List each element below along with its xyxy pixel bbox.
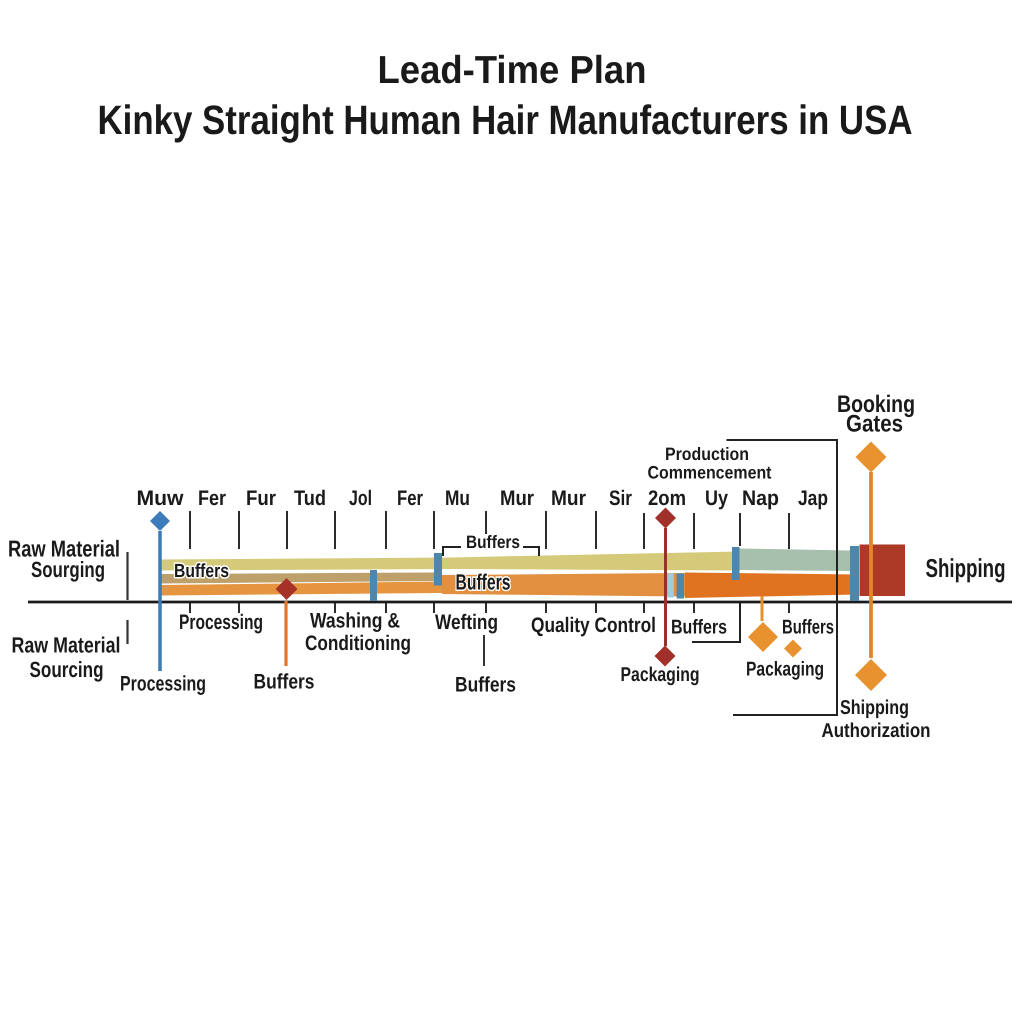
svg-text:Nap: Nap <box>742 487 779 510</box>
svg-text:Muw: Muw <box>137 487 185 510</box>
svg-text:Fer: Fer <box>397 487 423 510</box>
svg-text:Shipping: Shipping <box>840 697 909 719</box>
svg-text:Mu: Mu <box>445 487 470 510</box>
svg-text:Tud: Tud <box>294 487 326 510</box>
svg-text:Gates: Gates <box>846 411 903 438</box>
svg-text:Processing: Processing <box>179 611 263 634</box>
svg-text:Processing: Processing <box>120 673 206 696</box>
svg-text:Buffers: Buffers <box>254 671 315 694</box>
svg-text:Raw Material: Raw Material <box>8 536 120 562</box>
svg-text:Sourging: Sourging <box>31 557 105 582</box>
svg-text:Quality Control: Quality Control <box>531 614 656 637</box>
svg-text:Buffers: Buffers <box>782 617 834 639</box>
svg-text:Mur: Mur <box>551 487 586 510</box>
svg-text:Buffers: Buffers <box>455 674 516 697</box>
svg-text:Fur: Fur <box>246 487 276 510</box>
svg-text:Booking: Booking <box>837 391 915 418</box>
svg-text:Shipping: Shipping <box>926 553 1006 583</box>
svg-text:Kinky Straight Human Hair Manu: Kinky Straight Human Hair Manufacturers … <box>98 97 913 143</box>
svg-text:Sourcing: Sourcing <box>30 657 104 682</box>
svg-text:Buffers: Buffers <box>456 570 511 595</box>
svg-text:Packaging: Packaging <box>746 659 824 681</box>
svg-text:Uy: Uy <box>705 487 728 510</box>
svg-text:Authorization: Authorization <box>822 720 931 742</box>
svg-text:Buffers: Buffers <box>466 532 520 552</box>
svg-text:Buffers: Buffers <box>174 561 229 582</box>
svg-text:Jap: Jap <box>798 487 828 510</box>
svg-text:Production: Production <box>665 444 749 464</box>
svg-text:Jol: Jol <box>349 487 372 510</box>
svg-text:Mur: Mur <box>500 487 534 510</box>
svg-text:Wefting: Wefting <box>435 611 498 634</box>
svg-text:Raw Material: Raw Material <box>12 633 121 658</box>
svg-text:Fer: Fer <box>198 487 226 510</box>
svg-text:Conditioning: Conditioning <box>305 632 411 655</box>
svg-text:Packaging: Packaging <box>621 664 700 686</box>
svg-text:Lead-Time Plan: Lead-Time Plan <box>378 49 647 92</box>
svg-text:Washing &: Washing & <box>310 610 400 633</box>
svg-text:Buffers: Buffers <box>671 617 727 639</box>
svg-text:2om: 2om <box>648 487 686 510</box>
svg-text:Sir: Sir <box>609 487 632 510</box>
svg-text:Commencement: Commencement <box>648 463 772 483</box>
